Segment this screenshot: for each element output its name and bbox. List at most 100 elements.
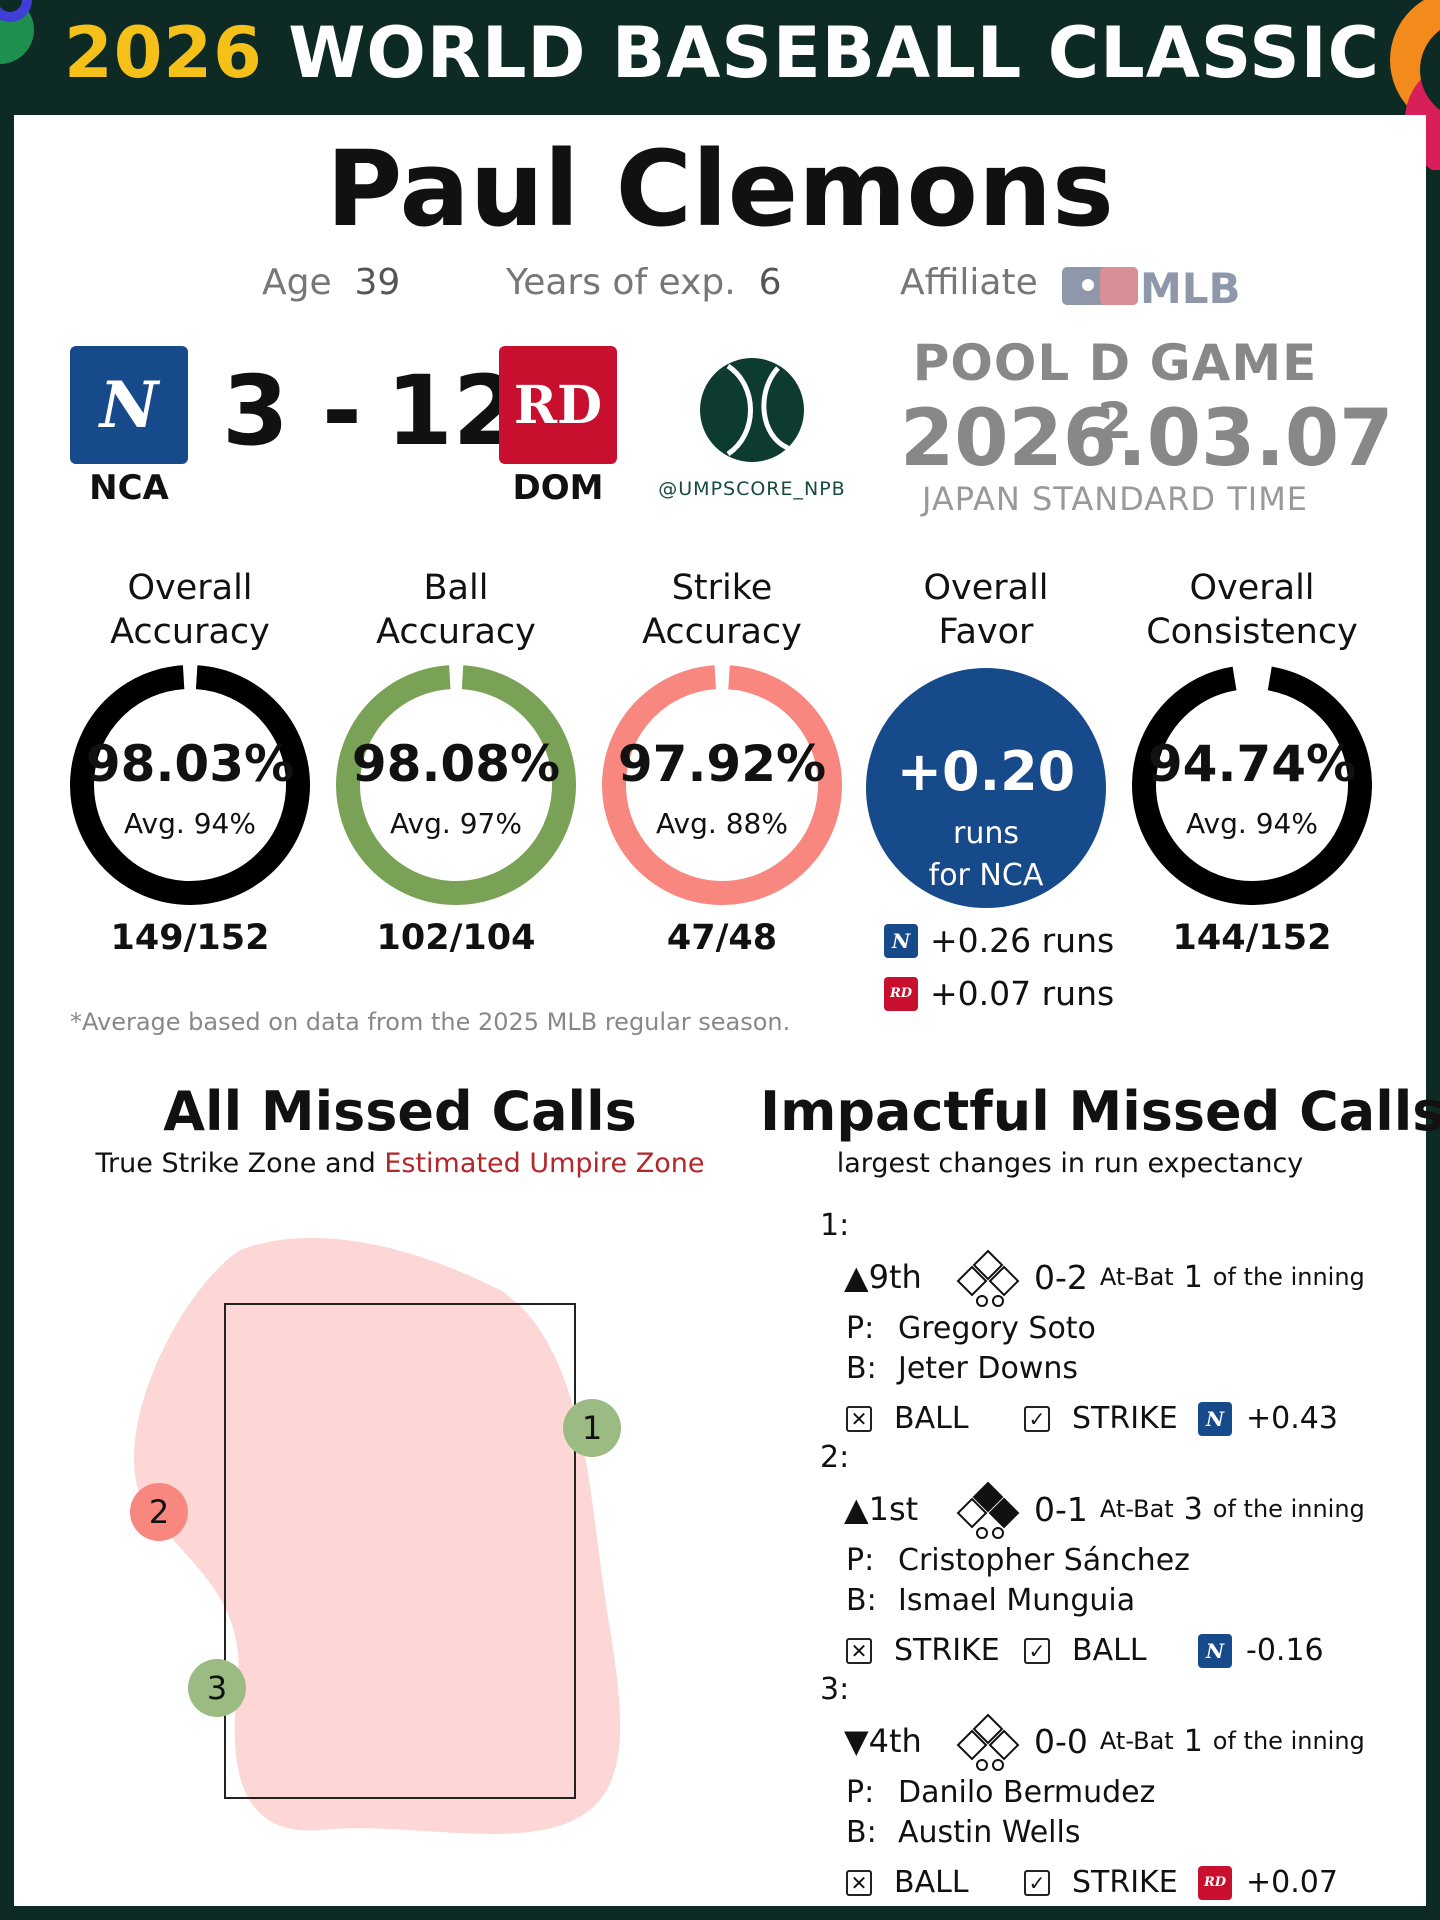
wbc-corner-decoration-icon [0,0,34,64]
game-date: 2026.03.07 [900,394,1394,484]
inning-label: ▼4th [844,1722,922,1760]
run-delta: +0.07 [1246,1865,1338,1900]
pitcher-line: P: Danilo Bermudez [846,1775,1156,1810]
wrong-call-x-icon: ✕ [846,1637,872,1664]
strike-accuracy-title: Strike Accuracy [642,568,802,652]
svg-text:3: 3 [207,1669,227,1707]
dom-mini-logo: RD [884,976,918,1011]
batter-line: B: Jeter Downs [846,1351,1079,1386]
pitcher-line: P: Cristopher Sánchez [846,1543,1190,1578]
home-score: 12 [386,355,520,467]
away-team-code: NCA [89,468,169,508]
impactful-missed-calls-subtitle: largest changes in run expectancy [836,1148,1304,1179]
all-missed-calls-title: All Missed Calls [163,1080,637,1143]
impactful-call-1: 1: ▲9th 0-2 At-Bat 1 of the inning P: Gre… [820,1208,1380,1436]
base-runners-icon [956,1481,1020,1539]
call-result-line: ✕ STRIKE ✓ BALL N -0.16 [820,1633,1380,1668]
run-delta: +0.43 [1246,1401,1338,1436]
svg-text:1: 1 [582,1409,602,1447]
atbat-label: At-Bat [1099,1727,1174,1755]
umpscore-ball-icon [700,358,804,462]
overall-accuracy-title: Overall Accuracy [110,568,270,652]
ring-arc [336,665,576,905]
dom-favor-row: RD +0.07 runs [884,974,1114,1013]
nca-favor-runs: +0.26 runs [930,921,1115,960]
estimated-umpire-zone [133,1237,621,1834]
call-result-line: ✕ BALL ✓ STRIKE RD +0.07 [820,1865,1380,1900]
call-number: 1: [820,1208,850,1243]
dom-team-logo: RD [499,346,617,464]
all-missed-calls-subtitle: True Strike Zone and Estimated Umpire Zo… [95,1148,705,1179]
overall-consistency-title: Overall Consistency [1146,568,1358,652]
strike-accuracy-fraction: 47/48 [666,918,778,958]
correct-call: STRIKE [1072,1401,1178,1436]
affiliate-label: Affiliate [900,262,1038,303]
strike-accuracy-values: 97.92% Avg. 88% [617,735,827,840]
svg-text:2: 2 [149,1493,169,1531]
overall-favor-title: Overall Favor [923,568,1049,652]
missed-call-marker: 3 [188,1659,246,1717]
inning-suffix: of the inning [1212,1495,1365,1523]
strike-zone-plot: 1 2 3 [130,1237,621,1834]
impactful-call-2: 2: ▲1st 0-1 At-Bat 3 of the inning P: Cri… [820,1440,1380,1668]
timezone-label: JAPAN STANDARD TIME [921,480,1309,518]
batter-line: B: Ismael Munguia [846,1583,1136,1618]
correct-call: STRIKE [1072,1865,1178,1900]
ball-strike-count: 0-1 [1034,1489,1088,1529]
nca-favor-row: N +0.26 runs [884,921,1114,960]
overall-favor-circle: +0.20 runs for NCA [866,668,1106,908]
overall-consistency-ring [1132,665,1372,905]
away-score: 3 [222,355,289,467]
nca-mini-logo: N [1198,1633,1232,1668]
ball-strike-count: 0-2 [1034,1257,1088,1297]
impactful-call-3: 3: ▼4th 0-0 At-Bat 1 of the inning P: Dan… [820,1672,1380,1900]
run-delta: -0.16 [1246,1633,1324,1668]
atbat-number: 1 [1183,1259,1203,1295]
dom-favor-runs: +0.07 runs [930,974,1115,1013]
ball-accuracy-ring [336,665,576,905]
nca-mini-logo: N [1198,1401,1232,1436]
missed-call-marker: 1 [563,1399,621,1457]
home-team-code: DOM [512,468,604,508]
nca-mini-logo: N [884,923,918,958]
mlb-logo: MLB [1062,263,1242,313]
favor-unit: runs for NCA [928,816,1044,893]
atbat-number: 3 [1183,1491,1203,1527]
header-bar: 2026 WORLD BASEBALL CLASSIC [0,0,1440,115]
ball-strike-count: 0-0 [1034,1721,1088,1761]
pool-game-label: POOL D GAME 2 [912,334,1318,450]
overall-accuracy-ring [70,665,310,905]
footnote: *Average based on data from the 2025 MLB… [70,1008,791,1036]
call-result-line: ✕ BALL ✓ STRIKE N +0.43 [820,1401,1380,1436]
base-runners-icon [956,1249,1020,1307]
inning-label: ▲9th [844,1258,922,1296]
call-number: 3: [820,1672,850,1707]
atbat-label: At-Bat [1099,1495,1174,1523]
true-strike-zone [224,1303,576,1799]
wrong-call-x-icon: ✕ [846,1869,872,1896]
overall-consistency-fraction: 144/152 [1172,918,1332,958]
ball-accuracy-title: Ball Accuracy [376,568,536,652]
missed-call-marker: 2 [130,1483,188,1541]
favor-value: +0.20 [896,740,1076,803]
ring-arc [70,665,310,905]
umpire-call: STRIKE [894,1633,1000,1668]
inning-suffix: of the inning [1212,1727,1365,1755]
correct-call-check-icon: ✓ [1024,1405,1050,1432]
umpscore-handle: @UMPSCORE_NPB [658,478,846,500]
experience-info: Years of exp. 6 [506,262,782,303]
umpire-call: BALL [894,1401,969,1436]
overall-consistency-values: 94.74% Avg. 94% [1147,735,1357,840]
nca-team-logo: N [70,346,188,464]
score-separator: - [322,355,362,467]
dom-mini-logo: RD [1198,1865,1232,1900]
age-info: Age 39 [262,262,401,303]
ball-accuracy-values: 98.08% Avg. 97% [351,735,561,840]
wrong-call-x-icon: ✕ [846,1405,872,1432]
call-number: 2: [820,1440,850,1475]
strike-accuracy-ring [602,665,842,905]
event-title: 2026 WORLD BASEBALL CLASSIC [64,12,1381,94]
base-runners-icon [956,1713,1020,1771]
mlb-logo-text: MLB [1140,264,1241,309]
ball-accuracy-fraction: 102/104 [376,918,536,958]
